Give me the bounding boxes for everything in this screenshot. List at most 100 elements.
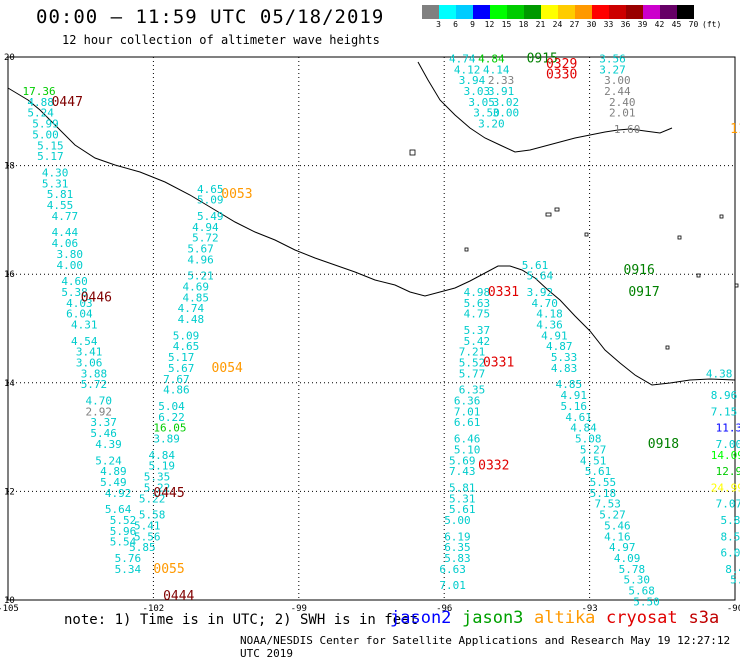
pass-time-label: 0444 xyxy=(163,589,194,604)
wave-height-label: 5.52 xyxy=(459,357,486,370)
wave-height-label: 5.58 xyxy=(139,509,166,522)
wave-height-label: 5.54 xyxy=(110,536,137,549)
wave-height-label: 4.84 xyxy=(570,422,597,435)
page-title: 00:00 – 11:59 UTC 05/18/2019 xyxy=(36,6,385,28)
wave-height-label: 5.72 xyxy=(192,232,219,245)
wave-height-label: 4.16 xyxy=(604,530,631,543)
scale-label: 15 xyxy=(501,20,512,29)
wave-height-label: 5.31 xyxy=(42,177,69,190)
wave-height-label: 5.24 xyxy=(27,107,54,120)
wave-height-label: 5.63 xyxy=(464,297,491,310)
wave-height-label: 17.36 xyxy=(23,85,56,98)
wave-height-label: 4.98 xyxy=(464,286,491,299)
wave-height-label: 16.05 xyxy=(153,422,186,435)
scale-swatch xyxy=(575,5,592,19)
scale-label: 39 xyxy=(637,20,648,29)
wave-height-label: 5.81 xyxy=(47,188,73,201)
scale-swatch xyxy=(626,5,643,19)
credit-line: NOAA/NESDIS Center for Satellite Applica… xyxy=(240,634,731,660)
scale-swatch xyxy=(660,5,677,19)
scale-swatch xyxy=(558,5,575,19)
wave-height-label: 4.92 xyxy=(105,487,132,500)
wave-height-label: 5.21 xyxy=(187,270,214,283)
wave-height-label: 5.76 xyxy=(115,552,142,565)
wave-height-label: 4.14 xyxy=(483,63,510,76)
wave-height-label: 5.30 xyxy=(624,574,651,587)
wave-height-label: 5.67 xyxy=(168,362,195,375)
color-scale-labels: 3 6 9 12 15 18 21 24 27 30 33 36 39 42 45 70 (ft) xyxy=(422,20,732,30)
wave-height-label: 4.85 xyxy=(556,378,583,391)
wave-height-label: 6.19 xyxy=(444,530,471,543)
wave-height-label: 5.04 xyxy=(158,400,185,413)
wave-height-label: 4.61 xyxy=(565,411,592,424)
wave-height-label: 5.69 xyxy=(449,454,476,467)
wave-height-label: 2.33 xyxy=(488,74,515,87)
wave-height-label: 5.16 xyxy=(561,400,588,413)
wave-height-label: 5.85 xyxy=(129,541,156,554)
wave-height-label: 5.35 xyxy=(144,471,171,484)
wave-height-label: 4.75 xyxy=(464,308,491,321)
legend-s3a: s3a xyxy=(688,608,720,628)
pass-time-label: 0331 xyxy=(483,356,514,371)
wave-height-label: 5.41 xyxy=(134,519,161,532)
pass-time-label: 0445 xyxy=(153,486,184,501)
pass-time-label: 0329 xyxy=(546,57,577,72)
pass-time-label: 0055 xyxy=(153,562,184,577)
wave-height-label: 5.64 xyxy=(527,270,554,283)
scale-label: 18 xyxy=(518,20,529,29)
wave-height-label: 3.03 xyxy=(464,85,491,98)
wave-height-label: 3.27 xyxy=(599,63,626,76)
wave-height-label: 4.06 xyxy=(52,237,78,250)
wave-height-label: 5.22 xyxy=(144,481,171,494)
wave-height-label: 5.24 xyxy=(95,454,122,467)
wave-height-label: 6.61 xyxy=(454,416,481,429)
wave-height-label: 4.91 xyxy=(541,329,568,342)
y-tick-label: 20 xyxy=(4,53,15,63)
y-tick-label: 18 xyxy=(4,162,15,172)
wave-height-label: 3.91 xyxy=(488,85,515,98)
wave-height-label: 8.96 xyxy=(711,389,738,402)
wave-height-label: 5.33 xyxy=(551,351,578,364)
wave-height-label: 8.43 xyxy=(725,563,740,576)
x-tick-label: -99 xyxy=(291,604,307,614)
x-tick-label: -96 xyxy=(436,604,452,614)
wave-height-label: 4.97 xyxy=(609,541,636,554)
scale-label: (ft) xyxy=(702,20,722,29)
wave-height-label: 4.74 xyxy=(449,52,476,65)
wave-height-label: 4.00 xyxy=(56,259,83,272)
color-scale xyxy=(422,5,694,19)
wave-height-label: 24.99 xyxy=(711,481,740,494)
wave-height-label: 3.88 xyxy=(81,367,108,380)
wave-height-label: 3.89 xyxy=(153,433,180,446)
wave-height-label: 4.70 xyxy=(86,395,113,408)
wave-height-label: 3.37 xyxy=(90,416,117,429)
scale-label: 33 xyxy=(603,20,614,29)
wave-height-label: 1.60 xyxy=(614,123,641,136)
wave-height-label: 5.38 xyxy=(61,286,88,299)
wave-height-label: 5.46 xyxy=(604,519,631,532)
x-tick-label: -93 xyxy=(581,604,597,614)
wave-height-label: 5.17 xyxy=(168,351,195,364)
scale-swatch xyxy=(422,5,439,19)
wave-height-label: 6.04 xyxy=(66,308,93,321)
wave-height-label: 5.46 xyxy=(90,427,117,440)
wave-height-label: 7.15 xyxy=(711,405,738,418)
wave-height-label: 4.18 xyxy=(536,308,563,321)
pass-time-label: 0332 xyxy=(478,459,509,474)
wave-height-label: 4.09 xyxy=(614,552,641,565)
wave-height-label: 5.34 xyxy=(115,563,142,576)
wave-height-label: 3.02 xyxy=(493,96,519,109)
wave-height-label: 3.41 xyxy=(76,346,103,359)
wave-height-label: 7.53 xyxy=(594,498,621,511)
legend-jason3: jason3 xyxy=(462,608,524,628)
scale-swatch xyxy=(456,5,473,19)
y-tick-label: 12 xyxy=(4,487,15,497)
wave-height-label: 5.17 xyxy=(37,150,64,163)
wave-height-label: 5.27 xyxy=(580,443,607,456)
wave-height-label: 4.83 xyxy=(551,362,578,375)
scale-swatch xyxy=(439,5,456,19)
wave-height-label: 14.09 xyxy=(711,449,740,462)
wave-height-label: 5.15 xyxy=(37,139,64,152)
wave-height-label: 4.94 xyxy=(192,221,219,234)
